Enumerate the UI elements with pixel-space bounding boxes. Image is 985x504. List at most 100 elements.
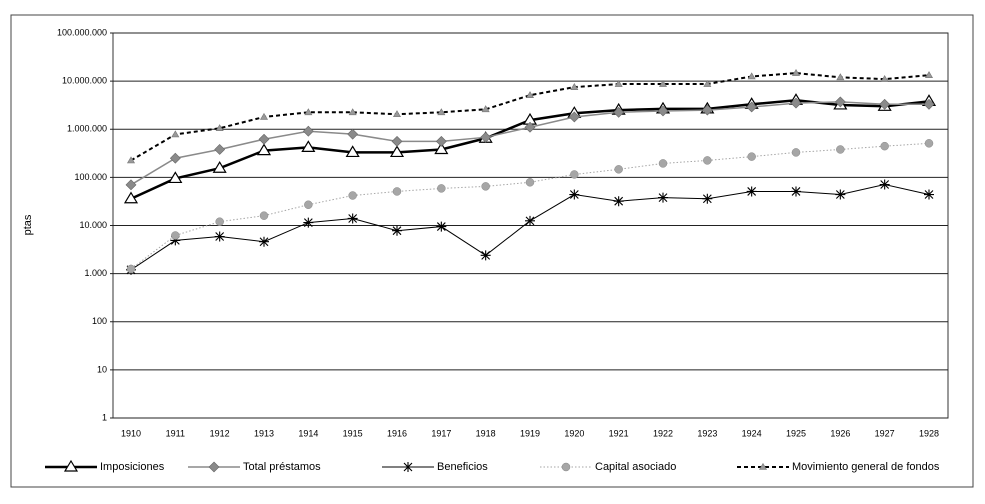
point-marker: [657, 105, 669, 117]
x-tick-label: 1928: [919, 428, 939, 438]
point-marker: [613, 106, 625, 118]
point-marker: [436, 221, 447, 232]
point-marker: [303, 217, 314, 228]
x-tick-label: 1925: [786, 428, 806, 438]
x-tick-label: 1912: [210, 428, 230, 438]
point-marker: [880, 75, 889, 82]
point-marker: [259, 211, 269, 220]
legend-marker: [758, 462, 768, 470]
point-marker: [836, 145, 845, 154]
y-tick-label: 100.000: [74, 172, 107, 182]
point-marker: [348, 191, 357, 200]
legend-label: Total préstamos: [243, 461, 321, 473]
point-marker: [658, 159, 668, 168]
point-marker: [525, 215, 535, 226]
legend-marker: [208, 461, 220, 473]
point-marker: [392, 110, 402, 118]
point-marker: [437, 108, 446, 116]
legend-label: Imposiciones: [100, 461, 165, 473]
point-marker: [304, 108, 313, 116]
point-marker: [171, 130, 180, 138]
point-marker: [747, 152, 756, 161]
x-tick-label: 1915: [343, 428, 363, 438]
point-marker: [256, 143, 272, 156]
point-marker: [658, 192, 668, 203]
point-marker: [702, 193, 713, 204]
point-marker: [614, 79, 623, 87]
point-marker: [169, 152, 181, 164]
point-marker: [791, 68, 801, 76]
point-marker: [126, 156, 136, 164]
x-tick-label: 1911: [166, 428, 185, 438]
point-marker: [879, 179, 890, 190]
point-marker: [125, 179, 137, 191]
y-tick-label: 100.000.000: [57, 27, 107, 37]
x-tick-label: 1917: [431, 428, 451, 438]
point-marker: [480, 250, 491, 261]
point-marker: [258, 133, 270, 145]
point-marker: [171, 231, 180, 240]
x-tick-label: 1913: [254, 428, 274, 438]
point-marker: [212, 161, 227, 173]
point-marker: [703, 79, 712, 87]
point-marker: [791, 148, 801, 157]
point-marker: [259, 112, 269, 120]
y-tick-label: 10.000.000: [62, 76, 107, 86]
x-tick-label: 1919: [520, 428, 540, 438]
point-marker: [345, 145, 360, 158]
point-marker: [481, 105, 490, 113]
point-marker: [434, 142, 449, 155]
x-tick-label: 1924: [742, 428, 762, 438]
point-marker: [392, 225, 402, 236]
point-marker: [834, 96, 846, 108]
point-marker: [437, 184, 446, 193]
point-marker: [168, 171, 183, 184]
point-marker: [525, 178, 535, 187]
point-marker: [123, 191, 139, 204]
point-marker: [747, 72, 756, 80]
point-marker: [347, 128, 359, 140]
point-marker: [214, 231, 225, 242]
legend-label: Movimiento general de fondos: [792, 461, 940, 473]
point-marker: [214, 144, 226, 155]
point-marker: [347, 213, 358, 224]
point-marker: [569, 189, 580, 200]
legend-marker: [403, 462, 413, 472]
point-marker: [215, 124, 224, 132]
point-marker: [215, 217, 224, 226]
point-marker: [614, 165, 623, 174]
y-tick-label: 10.000: [79, 220, 107, 230]
point-marker: [480, 131, 492, 143]
x-tick-label: 1927: [875, 428, 895, 438]
x-tick-label: 1923: [697, 428, 717, 438]
point-marker: [259, 236, 269, 247]
legend-marker: [63, 459, 79, 472]
point-marker: [302, 125, 314, 137]
point-marker: [348, 108, 357, 116]
point-marker: [301, 140, 316, 152]
x-tick-label: 1921: [609, 428, 629, 438]
point-marker: [570, 170, 579, 179]
legend-label: Capital asociado: [595, 461, 676, 473]
point-marker: [746, 186, 757, 197]
point-marker: [924, 71, 934, 78]
point-marker: [658, 79, 668, 87]
point-marker: [481, 182, 490, 191]
y-tick-label: 1.000: [84, 268, 107, 278]
point-marker: [568, 111, 580, 123]
point-marker: [880, 141, 889, 151]
point-marker: [524, 121, 536, 133]
point-marker: [126, 264, 136, 274]
x-tick-label: 1926: [830, 428, 850, 438]
point-marker: [525, 91, 535, 98]
x-tick-label: 1910: [121, 428, 141, 438]
point-marker: [703, 156, 712, 165]
point-marker: [170, 235, 181, 246]
point-marker: [570, 83, 579, 90]
x-tick-label: 1922: [653, 428, 673, 438]
y-tick-label: 1: [102, 412, 107, 422]
point-marker: [392, 187, 402, 196]
point-marker: [701, 104, 713, 116]
point-marker: [924, 139, 934, 148]
